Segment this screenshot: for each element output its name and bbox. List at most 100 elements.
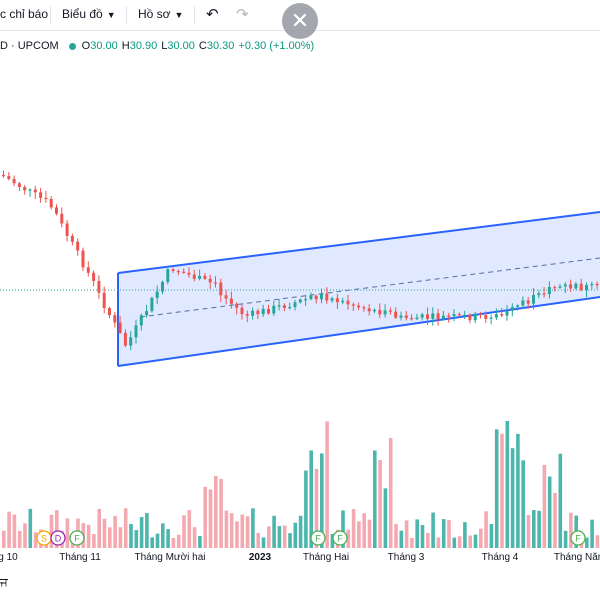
candle-body bbox=[272, 305, 276, 314]
candle-body bbox=[558, 286, 562, 288]
candle-body bbox=[208, 278, 212, 283]
volume-bar bbox=[17, 530, 22, 548]
volume-bar bbox=[510, 448, 515, 548]
toolbar-divider bbox=[194, 6, 195, 24]
event-marker-circle bbox=[570, 530, 586, 546]
candle-body bbox=[532, 295, 535, 304]
volume-bar bbox=[150, 537, 154, 548]
event-marker-d[interactable]: D bbox=[50, 530, 66, 546]
candle-body bbox=[526, 300, 530, 304]
volume-bar bbox=[28, 508, 33, 548]
volume-bar bbox=[7, 511, 11, 548]
bottom-toolbar-icon[interactable]: ਜ bbox=[0, 575, 8, 589]
chart-menu-button[interactable]: Biểu đồ ▼ bbox=[62, 7, 116, 21]
event-marker-circle bbox=[310, 530, 326, 546]
volume-bar bbox=[102, 518, 107, 548]
volume-bar bbox=[240, 514, 245, 548]
candle-body bbox=[304, 299, 308, 301]
low-value: 30.00 bbox=[167, 40, 195, 52]
volume-bar bbox=[49, 514, 54, 548]
candle-body bbox=[394, 311, 398, 318]
volume-bar bbox=[452, 537, 457, 548]
candle-body bbox=[335, 298, 339, 303]
indicators-button[interactable]: c chỉ báo bbox=[0, 7, 49, 21]
event-marker-letter: S bbox=[41, 534, 47, 544]
event-marker-letter: F bbox=[575, 534, 581, 544]
event-marker-f[interactable]: F bbox=[310, 530, 326, 546]
redo-icon[interactable]: ↷ bbox=[236, 6, 249, 23]
volume-bar bbox=[182, 515, 186, 548]
volume-bar bbox=[314, 468, 319, 548]
candle-body bbox=[537, 293, 541, 296]
close-value: 30.30 bbox=[206, 40, 235, 52]
price-legend: D · UPCOM O30.00 H30.90 L30.00 C30.30 +0.30 (… bbox=[0, 40, 318, 52]
event-marker-letter: F bbox=[315, 534, 321, 544]
volume-bars bbox=[2, 420, 600, 548]
candle-body bbox=[314, 295, 318, 300]
candle-body bbox=[410, 318, 414, 320]
event-marker-circle bbox=[69, 530, 85, 546]
volume-bar bbox=[569, 512, 573, 548]
event-marker-f[interactable]: F bbox=[332, 530, 348, 546]
candle-body bbox=[134, 325, 138, 338]
volume-bar bbox=[139, 517, 144, 548]
undo-icon[interactable]: ↶ bbox=[206, 6, 219, 23]
open-value: 30.00 bbox=[90, 40, 118, 52]
toolbar-divider bbox=[50, 6, 51, 24]
symbol-exchange[interactable]: D · UPCOM bbox=[0, 40, 59, 52]
chevron-down-icon: ▼ bbox=[174, 10, 184, 20]
candle-body bbox=[49, 199, 53, 208]
volume-bar bbox=[447, 520, 451, 548]
volume-bar bbox=[357, 521, 361, 548]
time-axis-label: Tháng 4 bbox=[481, 552, 519, 563]
candle-body bbox=[118, 322, 122, 333]
volume-bar bbox=[537, 510, 541, 548]
volume-bar bbox=[351, 509, 356, 548]
candle-body bbox=[574, 283, 578, 289]
event-marker-s[interactable]: S bbox=[36, 530, 52, 546]
candle-body bbox=[267, 308, 270, 314]
candle-body bbox=[261, 308, 265, 315]
event-marker-letter: F bbox=[74, 534, 80, 544]
close-button[interactable]: ✕ bbox=[282, 3, 318, 39]
volume-bar bbox=[415, 519, 419, 548]
volume-bar bbox=[86, 524, 91, 548]
candle-body bbox=[484, 315, 488, 319]
time-axis-label: Tháng 11 bbox=[59, 552, 101, 563]
volume-bar bbox=[399, 530, 404, 548]
volume-bar bbox=[320, 453, 324, 548]
candle-body bbox=[76, 241, 80, 251]
candle-body bbox=[277, 305, 281, 307]
profile-menu-button[interactable]: Hồ sơ ▼ bbox=[138, 7, 183, 21]
volume-bar bbox=[489, 524, 494, 548]
volume-bar bbox=[235, 521, 239, 548]
candle-body bbox=[55, 207, 58, 214]
volume-bar bbox=[542, 464, 547, 548]
parallel-channel-drawing[interactable] bbox=[0, 211, 600, 367]
volume-bar bbox=[595, 535, 600, 548]
candle-body bbox=[325, 293, 329, 301]
candle-body bbox=[102, 292, 106, 309]
candle-body bbox=[569, 284, 573, 289]
volume-bar bbox=[388, 437, 393, 548]
candle-body bbox=[235, 303, 239, 308]
candle-body bbox=[547, 287, 551, 295]
channel-lower-line bbox=[117, 296, 600, 367]
candle-body bbox=[436, 313, 440, 320]
candle-body bbox=[505, 310, 509, 316]
event-marker-f[interactable]: F bbox=[570, 530, 586, 546]
candle-body bbox=[198, 275, 202, 279]
volume-bar bbox=[214, 475, 218, 548]
change-value: +0.30 (+1.00%) bbox=[238, 40, 315, 52]
volume-bar bbox=[171, 537, 176, 548]
volume-bar bbox=[479, 528, 483, 548]
volume-bar bbox=[468, 535, 472, 548]
candle-body bbox=[494, 314, 498, 318]
channel-upper-line bbox=[117, 211, 600, 274]
event-marker-f[interactable]: F bbox=[69, 530, 85, 546]
candle-body bbox=[388, 310, 392, 312]
candle-body bbox=[383, 310, 387, 315]
volume-bar bbox=[394, 524, 398, 548]
candle-body bbox=[420, 314, 424, 318]
